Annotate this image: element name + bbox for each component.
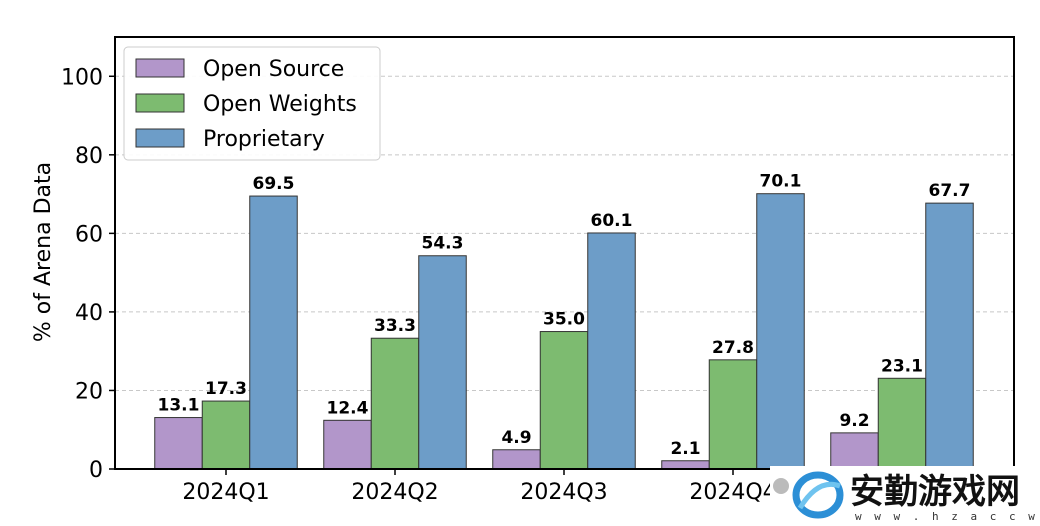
data-labels: 13.117.3 69.5 12.4 33.3 54.3 4.9 35.0 60.1 2.1 27… xyxy=(158,172,971,459)
y-tick-label: 100 xyxy=(61,65,103,90)
y-tick-label: 40 xyxy=(75,301,103,326)
data-label: 23.1 xyxy=(881,356,923,376)
data-label: 35.0 xyxy=(543,310,585,330)
data-label: 13.1 xyxy=(158,396,200,416)
data-label: 70.1 xyxy=(760,172,802,192)
bar xyxy=(708,359,758,470)
x-tick-label: 2024Q1 xyxy=(182,480,269,505)
y-axis-label: % of Arena Data xyxy=(31,162,56,342)
data-label: 67.7 xyxy=(929,181,971,201)
data-label: 9.2 xyxy=(839,411,869,431)
y-tick-label: 0 xyxy=(89,458,103,483)
data-label: 27.8 xyxy=(712,338,754,358)
x-tick-label: 2024Q2 xyxy=(351,480,438,505)
bars xyxy=(154,193,974,470)
x-tick-label: 2024Q3 xyxy=(520,480,607,505)
legend: Open Source Open Weights Proprietary xyxy=(123,46,381,161)
bar xyxy=(830,432,879,470)
x-axis: 2024Q1 2024Q2 2024Q3 2024Q4 xyxy=(182,469,903,505)
legend-label: Open Source xyxy=(203,57,344,82)
bar xyxy=(201,400,251,470)
data-label: 69.5 xyxy=(253,174,295,194)
legend-label: Open Weights xyxy=(203,92,357,117)
data-label: 2.1 xyxy=(670,439,700,459)
x-tick-label: 2024Q4 xyxy=(689,480,776,505)
bar xyxy=(249,195,298,470)
legend-swatch xyxy=(135,58,185,78)
data-label: 17.3 xyxy=(205,379,247,399)
bar xyxy=(925,202,974,470)
data-label: 12.4 xyxy=(327,398,369,418)
legend-swatch xyxy=(135,93,185,113)
legend-label: Proprietary xyxy=(203,127,325,152)
y-tick-label: 60 xyxy=(75,222,103,247)
watermark-text: 安勤游戏网 xyxy=(850,472,1020,512)
bar xyxy=(539,331,589,470)
data-label: 54.3 xyxy=(422,234,464,254)
legend-swatch xyxy=(135,128,185,148)
data-label: 4.9 xyxy=(501,428,531,448)
bar xyxy=(370,337,420,470)
bar xyxy=(877,377,927,470)
data-label: 60.1 xyxy=(591,211,633,231)
bar xyxy=(587,232,636,470)
data-label: 33.3 xyxy=(374,316,416,336)
bar xyxy=(661,460,710,470)
y-tick-label: 80 xyxy=(75,144,103,169)
watermark-url: w w w . h z a c c w . c o m xyxy=(855,510,1040,523)
bar xyxy=(323,419,372,470)
bar xyxy=(418,255,467,470)
bar xyxy=(756,193,805,470)
bar xyxy=(154,417,203,470)
bar xyxy=(492,449,541,470)
watermark: 安勤游戏网 w w w . h z a c c w . c o m xyxy=(770,466,1040,526)
y-tick-label: 20 xyxy=(75,379,103,404)
y-axis: 0 20 40 60 80 100 xyxy=(61,65,115,483)
swirl-logo-icon xyxy=(773,471,844,519)
legend-box xyxy=(123,46,381,161)
